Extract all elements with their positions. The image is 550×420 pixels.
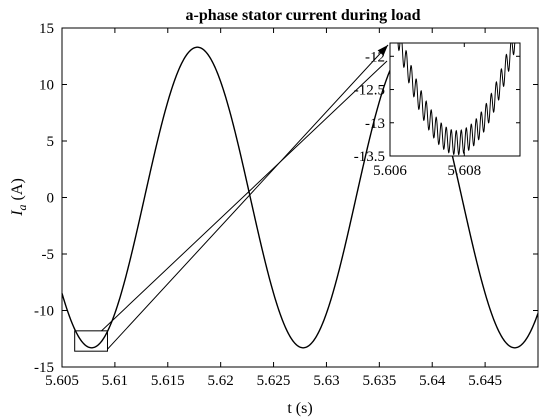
x-tick-label: 5.61 [102,373,128,389]
inset-frame [389,42,521,157]
inset-y-tick-label: -12 [365,49,385,65]
y-axis-label: Ia (A) [9,178,29,217]
zoom-box [74,330,108,352]
zoom-arrow [107,44,389,350]
main-axis-ticks: 5.605 5.61 5.615 5.62 5.625 5.63 5.635 5.64 5.64… [34,21,538,389]
inset-y-tick-label: -12.5 [354,83,385,99]
x-axis-label: t (s) [287,400,312,417]
x-tick-label: 5.605 [45,373,79,389]
main-plot: 5.605 5.61 5.615 5.62 5.625 5.63 5.635 5.64 5.64… [34,21,539,389]
inset-plot: 5.606 5.608 -12 -12.5 -13 -13.5 [354,42,521,179]
x-tick-label: 5.62 [208,373,234,389]
y-tick-label: -10 [34,304,54,320]
y-tick-label: -5 [42,247,55,263]
x-tick-label: 5.64 [419,373,446,389]
y-tick-label: 0 [47,191,55,207]
inset-axis-ticks: 5.606 5.608 -12 -12.5 -13 -13.5 [354,43,520,179]
inset-series-line [390,42,520,156]
zoom-arrowhead [377,45,388,56]
y-tick-label: 10 [39,78,54,94]
x-tick-label: 5.645 [468,373,502,389]
y-tick-label: 5 [47,134,55,150]
x-tick-label: 5.615 [151,373,185,389]
inset-x-tick-label: 5.608 [447,163,481,179]
x-tick-label: 5.63 [313,373,339,389]
inset-y-tick-label: -13.5 [354,149,385,165]
chart-title: a-phase stator current during load [186,7,421,24]
y-tick-label: 15 [39,21,54,37]
y-axis-subscript: a [15,204,29,210]
inset-y-tick-label: -13 [365,116,385,132]
inset-x-tick-label: 5.606 [373,163,407,179]
y-tick-label: -15 [34,360,54,376]
x-tick-label: 5.625 [257,373,291,389]
y-axis-symbol: I [9,210,26,217]
series-line [61,46,539,349]
x-tick-label: 5.635 [362,373,396,389]
zoom-connector-line [101,60,388,332]
y-axis-unit: (A) [9,178,26,200]
